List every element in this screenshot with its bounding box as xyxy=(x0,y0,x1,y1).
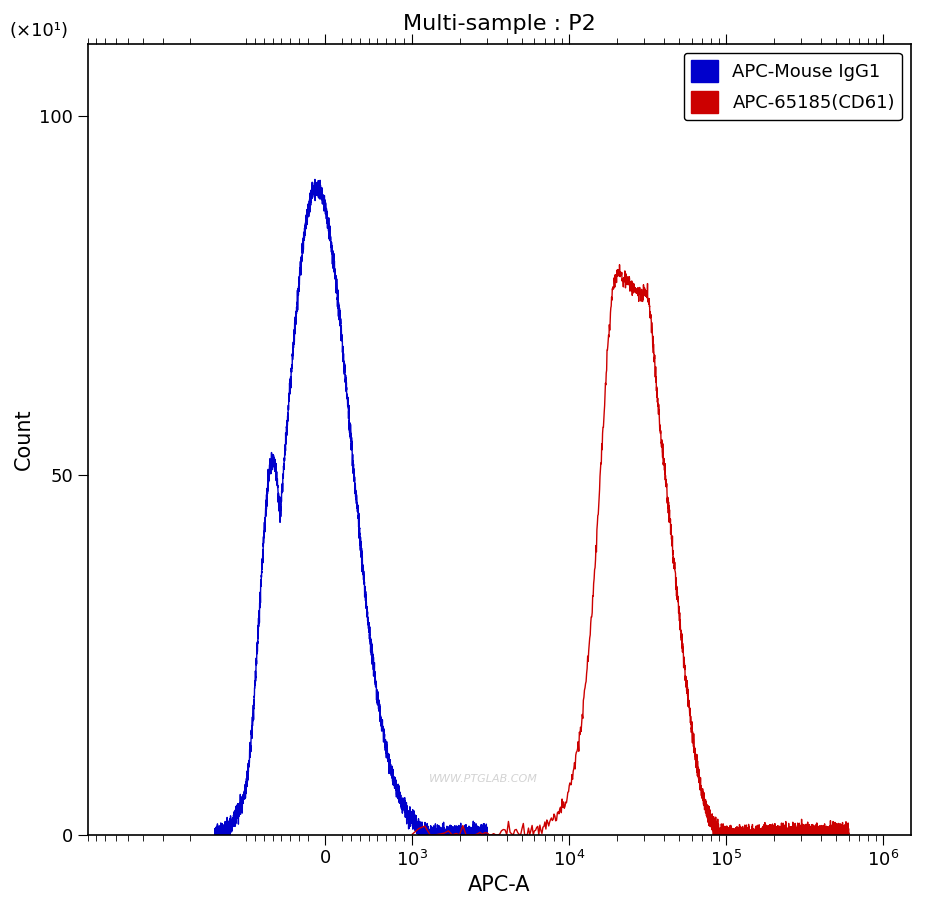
Text: (×10¹): (×10¹) xyxy=(9,22,68,40)
Legend: APC-Mouse IgG1, APC-65185(CD61): APC-Mouse IgG1, APC-65185(CD61) xyxy=(684,53,902,120)
X-axis label: APC-A: APC-A xyxy=(468,875,531,895)
Y-axis label: Count: Count xyxy=(14,408,34,470)
Title: Multi-sample : P2: Multi-sample : P2 xyxy=(403,14,596,34)
Text: WWW.PTGLAB.COM: WWW.PTGLAB.COM xyxy=(428,774,537,784)
